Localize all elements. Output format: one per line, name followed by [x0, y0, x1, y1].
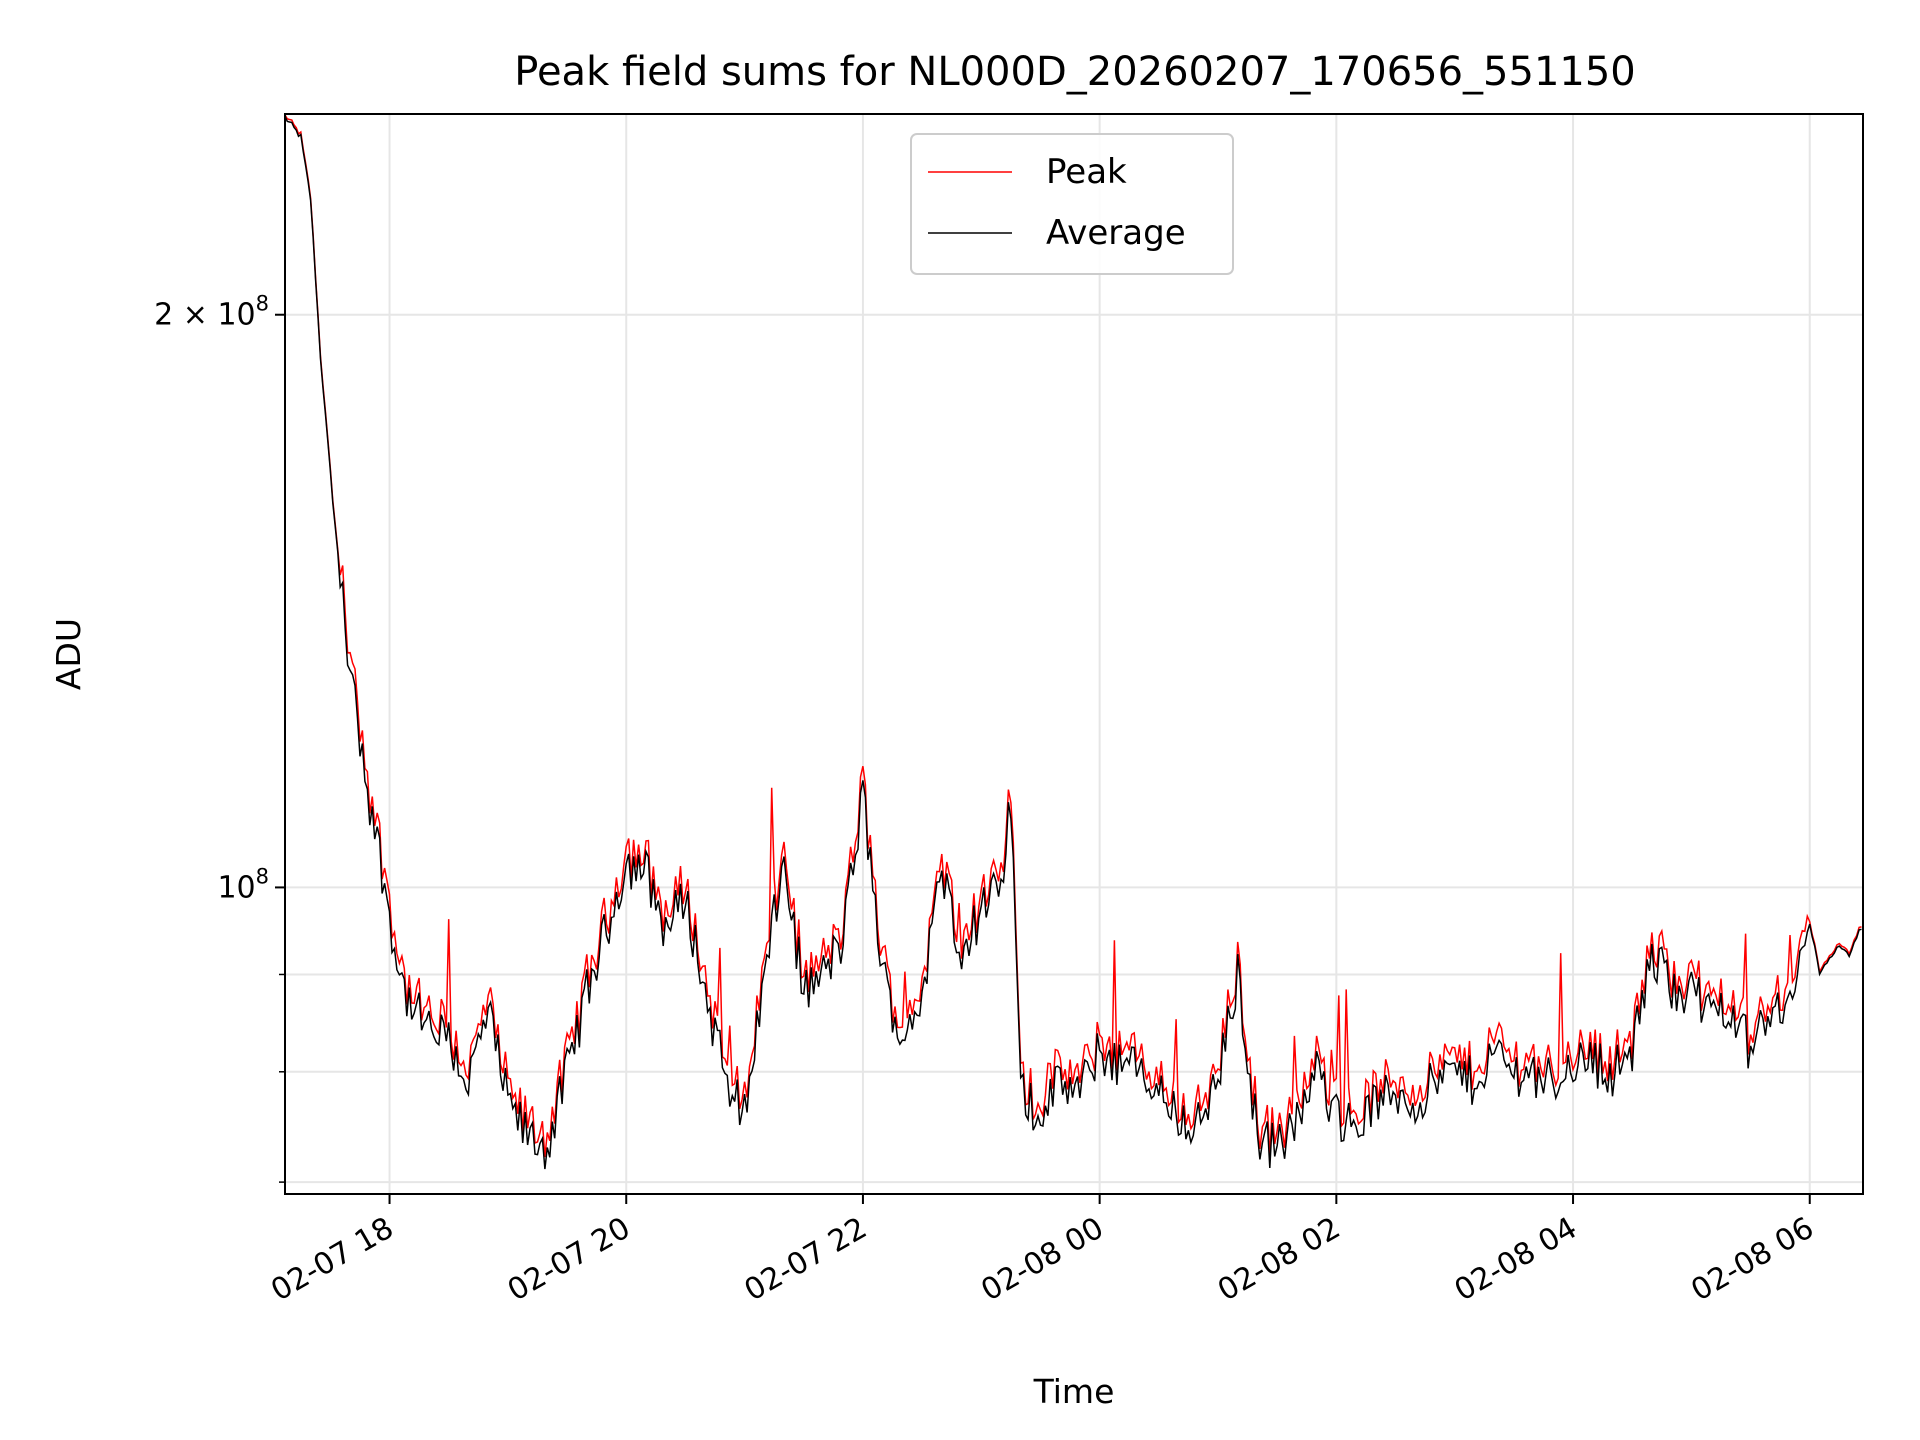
series-group: [284, 114, 1862, 1170]
legend-label-average: Average: [1046, 213, 1186, 253]
y-axis: 108 2 × 108: [154, 292, 285, 1183]
y-axis-title: ADU: [49, 618, 88, 690]
y-tick-label: 108: [217, 864, 269, 905]
legend-label-peak: Peak: [1046, 152, 1127, 192]
x-axis-title: Time: [1033, 1372, 1115, 1411]
plot-frame: [284, 113, 1864, 1195]
legend-box: [910, 133, 1234, 275]
y-tick-label: 2 × 108: [154, 292, 269, 333]
chart-title: Peak field sums for NL000D_20260207_1706…: [514, 49, 1635, 95]
legend: Peak Average: [910, 133, 1234, 275]
series-line-average: [284, 115, 1862, 1170]
